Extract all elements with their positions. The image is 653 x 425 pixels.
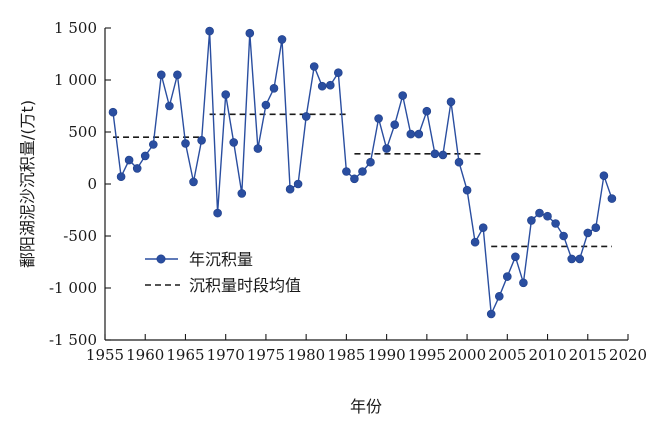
y-axis-title: 鄱阳湖泥沙沉积量/(万t) — [18, 100, 37, 268]
x-tick-label: 2020 — [609, 346, 647, 364]
data-point — [181, 139, 190, 148]
x-tick-label: 2010 — [528, 346, 566, 364]
data-point — [325, 80, 335, 90]
data-point — [527, 216, 536, 225]
y-ticks: -1 500 -1 000 -500 0 500 1 000 1 500 — [49, 19, 111, 349]
x-tick-label: 2015 — [569, 346, 607, 364]
x-tick-label: 2000 — [448, 346, 486, 364]
data-point — [173, 70, 182, 80]
data-point — [165, 101, 174, 111]
data-point — [543, 211, 552, 221]
x-tick-label: 1955 — [86, 346, 124, 364]
annual-deposition-series — [108, 26, 617, 319]
data-point — [157, 70, 166, 80]
data-point — [478, 223, 488, 232]
x-ticks: 1955 1960 1965 1970 1975 1980 1985 1990 1995 2000… — [86, 334, 647, 364]
data-point — [261, 100, 271, 110]
x-tick-label: 1965 — [166, 346, 204, 364]
data-point — [333, 68, 343, 77]
x-tick-label: 1975 — [247, 346, 285, 364]
data-point — [462, 185, 472, 195]
data-point — [301, 112, 311, 121]
data-point — [551, 219, 560, 228]
data-point — [486, 309, 496, 319]
axes — [104, 28, 628, 341]
data-point — [535, 208, 544, 218]
legend-series-marker — [156, 254, 166, 264]
data-point — [591, 223, 601, 232]
y-tick-label: 1 500 — [54, 19, 97, 37]
data-point — [229, 138, 238, 147]
legend-label-annual: 年沉积量 — [189, 250, 253, 269]
data-point — [189, 177, 198, 187]
y-tick-label: -1 500 — [49, 331, 97, 349]
legend: 年沉积量 沉积量时段均值 — [145, 250, 301, 295]
data-point — [285, 184, 295, 194]
data-point — [454, 157, 464, 167]
legend-label-period-mean: 沉积量时段均值 — [189, 276, 301, 295]
x-axis-title: 年份 — [350, 397, 382, 416]
data-point — [277, 35, 287, 44]
x-tick-label: 2005 — [488, 346, 526, 364]
x-tick-label: 1980 — [287, 346, 325, 364]
y-tick-label: -500 — [63, 227, 97, 245]
data-point — [342, 167, 351, 176]
data-point — [575, 254, 585, 264]
data-point — [350, 174, 359, 184]
data-point — [398, 91, 408, 100]
data-point — [422, 106, 432, 116]
data-point — [559, 231, 568, 241]
data-point — [205, 26, 214, 36]
data-point — [583, 228, 593, 238]
data-point — [237, 189, 247, 198]
data-point — [358, 167, 367, 176]
x-tick-label: 1995 — [408, 346, 446, 364]
data-point — [269, 84, 279, 93]
data-point — [414, 129, 424, 139]
data-point — [470, 237, 480, 247]
data-point — [213, 208, 222, 218]
data-point — [253, 144, 263, 153]
data-point — [382, 144, 391, 153]
x-tick-label: 1960 — [126, 346, 164, 364]
data-point — [221, 90, 230, 99]
data-point — [511, 252, 520, 262]
x-tick-label: 1990 — [368, 346, 406, 364]
data-point — [430, 149, 440, 159]
data-point — [317, 81, 327, 91]
y-tick-label: 1 000 — [54, 71, 97, 89]
period-mean-lines — [113, 113, 612, 248]
x-tick-label: 1985 — [327, 346, 365, 364]
data-point — [502, 272, 512, 281]
data-point — [438, 150, 448, 160]
data-point — [519, 278, 528, 288]
data-point — [293, 179, 303, 189]
data-point — [197, 136, 206, 145]
data-point — [406, 129, 416, 139]
data-point — [149, 140, 158, 149]
data-point — [446, 97, 456, 107]
data-point — [309, 62, 319, 71]
data-point — [366, 157, 375, 167]
data-point — [599, 171, 609, 180]
data-point — [124, 155, 134, 165]
data-point — [140, 151, 150, 161]
x-tick-label: 1970 — [207, 346, 245, 364]
data-point — [390, 120, 400, 129]
data-point — [607, 194, 617, 203]
y-tick-label: 0 — [87, 175, 97, 193]
data-point — [116, 172, 126, 181]
y-tick-label: -1 000 — [49, 279, 97, 297]
data-point — [374, 114, 383, 123]
data-point — [108, 107, 118, 117]
y-tick-label: 500 — [68, 123, 97, 141]
data-point — [245, 28, 255, 38]
data-point — [494, 291, 504, 301]
data-point — [132, 164, 142, 173]
data-point — [567, 254, 577, 264]
